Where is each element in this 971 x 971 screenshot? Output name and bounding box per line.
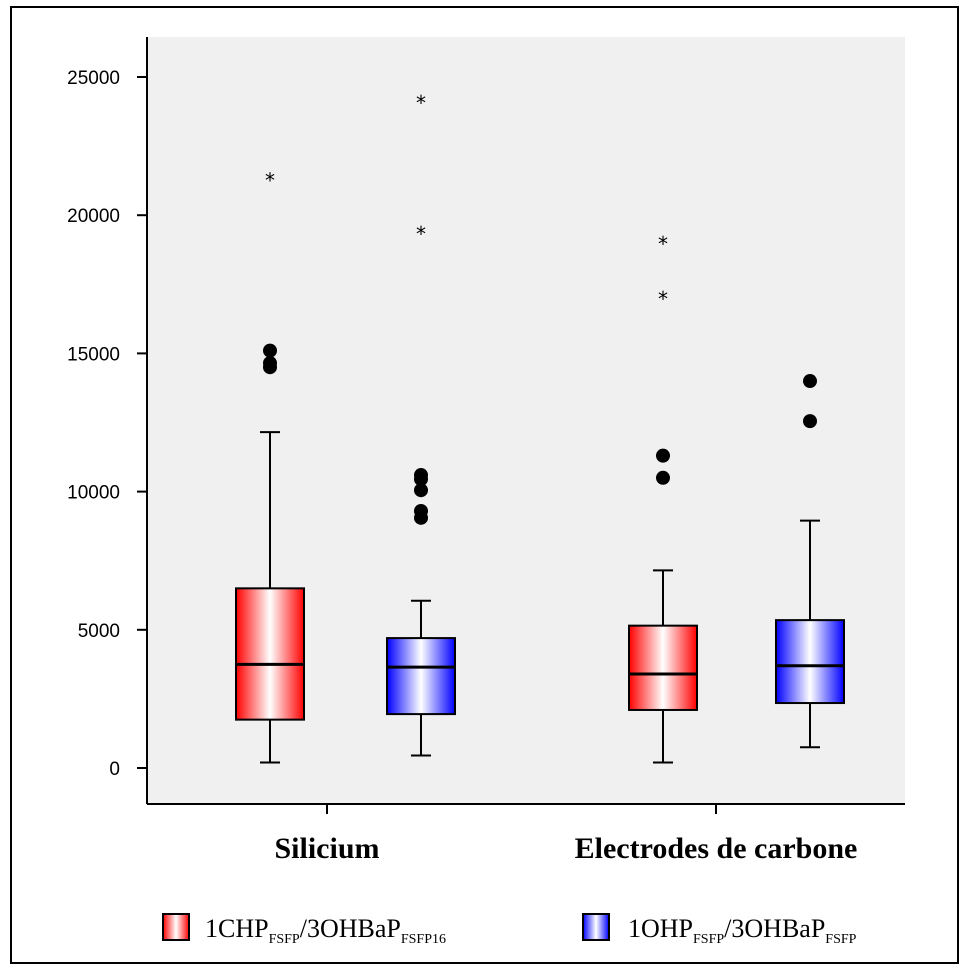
extreme-point-0: * (658, 287, 668, 311)
y-tick-label-3: 15000 (67, 344, 120, 365)
outlier-point-0 (803, 414, 817, 429)
legend-label-2: 1OHPFSFP/3OHBaPFSFP (628, 914, 857, 947)
outlier-point-1 (414, 503, 428, 518)
x-axis-categories: Silicium Electrodes de carbone (274, 804, 857, 865)
box-series: ***** (235, 91, 845, 764)
box-0-1: ** (628, 232, 698, 764)
legend-label-1-main: 1CHP (205, 914, 269, 943)
legend-swatch-1 (162, 913, 190, 941)
y-tick-label-5: 25000 (67, 68, 120, 89)
box-body (628, 624, 698, 711)
y-axis-ticks: 0 5000 10000 15000 20000 25000 (67, 68, 147, 780)
legend-label-2-sub1: FSFP (693, 932, 724, 947)
box-1-0: ** (386, 91, 456, 757)
box-0-0: * (235, 168, 305, 764)
outlier-point-1 (803, 374, 817, 389)
legend-label-2-mid: /3OHBaP (724, 914, 825, 943)
legend-label-2-sub2: FSFP (825, 932, 856, 947)
extreme-point-0: * (416, 222, 426, 246)
box-body (775, 619, 845, 705)
x-category-label-0: Silicium (274, 832, 379, 865)
legend-swatch-2 (582, 913, 610, 941)
legend-label-1: 1CHPFSFP/3OHBaPFSFP16 (205, 914, 446, 947)
box-body (386, 637, 456, 716)
outlier-point-4 (414, 468, 428, 483)
y-tick-label-0: 0 (109, 759, 120, 780)
legend-label-2-main: 1OHP (628, 914, 693, 943)
outlier-point-0 (656, 470, 670, 485)
extreme-point-0: * (265, 168, 275, 192)
outlier-point-1 (263, 356, 277, 371)
legend-label-1-sub2: FSFP16 (401, 932, 446, 947)
legend-label-1-mid: /3OHBaP (300, 914, 401, 943)
outlier-point-1 (656, 448, 670, 463)
y-tick-label-1: 5000 (78, 621, 120, 642)
x-category-label-1: Electrodes de carbone (575, 832, 858, 865)
box-body (235, 587, 305, 721)
legend: 1CHPFSFP/3OHBaPFSFP16 1OHPFSFP/3OHBaPFSF… (162, 913, 857, 947)
extreme-point-1: * (658, 232, 668, 256)
box-1-1 (775, 374, 845, 749)
outlier-point-2 (263, 343, 277, 358)
outlier-point-2 (414, 483, 428, 498)
extreme-point-1: * (416, 91, 426, 115)
legend-label-1-sub1: FSFP (269, 932, 300, 947)
y-tick-label-2: 10000 (67, 483, 120, 504)
y-tick-label-4: 20000 (67, 206, 120, 227)
